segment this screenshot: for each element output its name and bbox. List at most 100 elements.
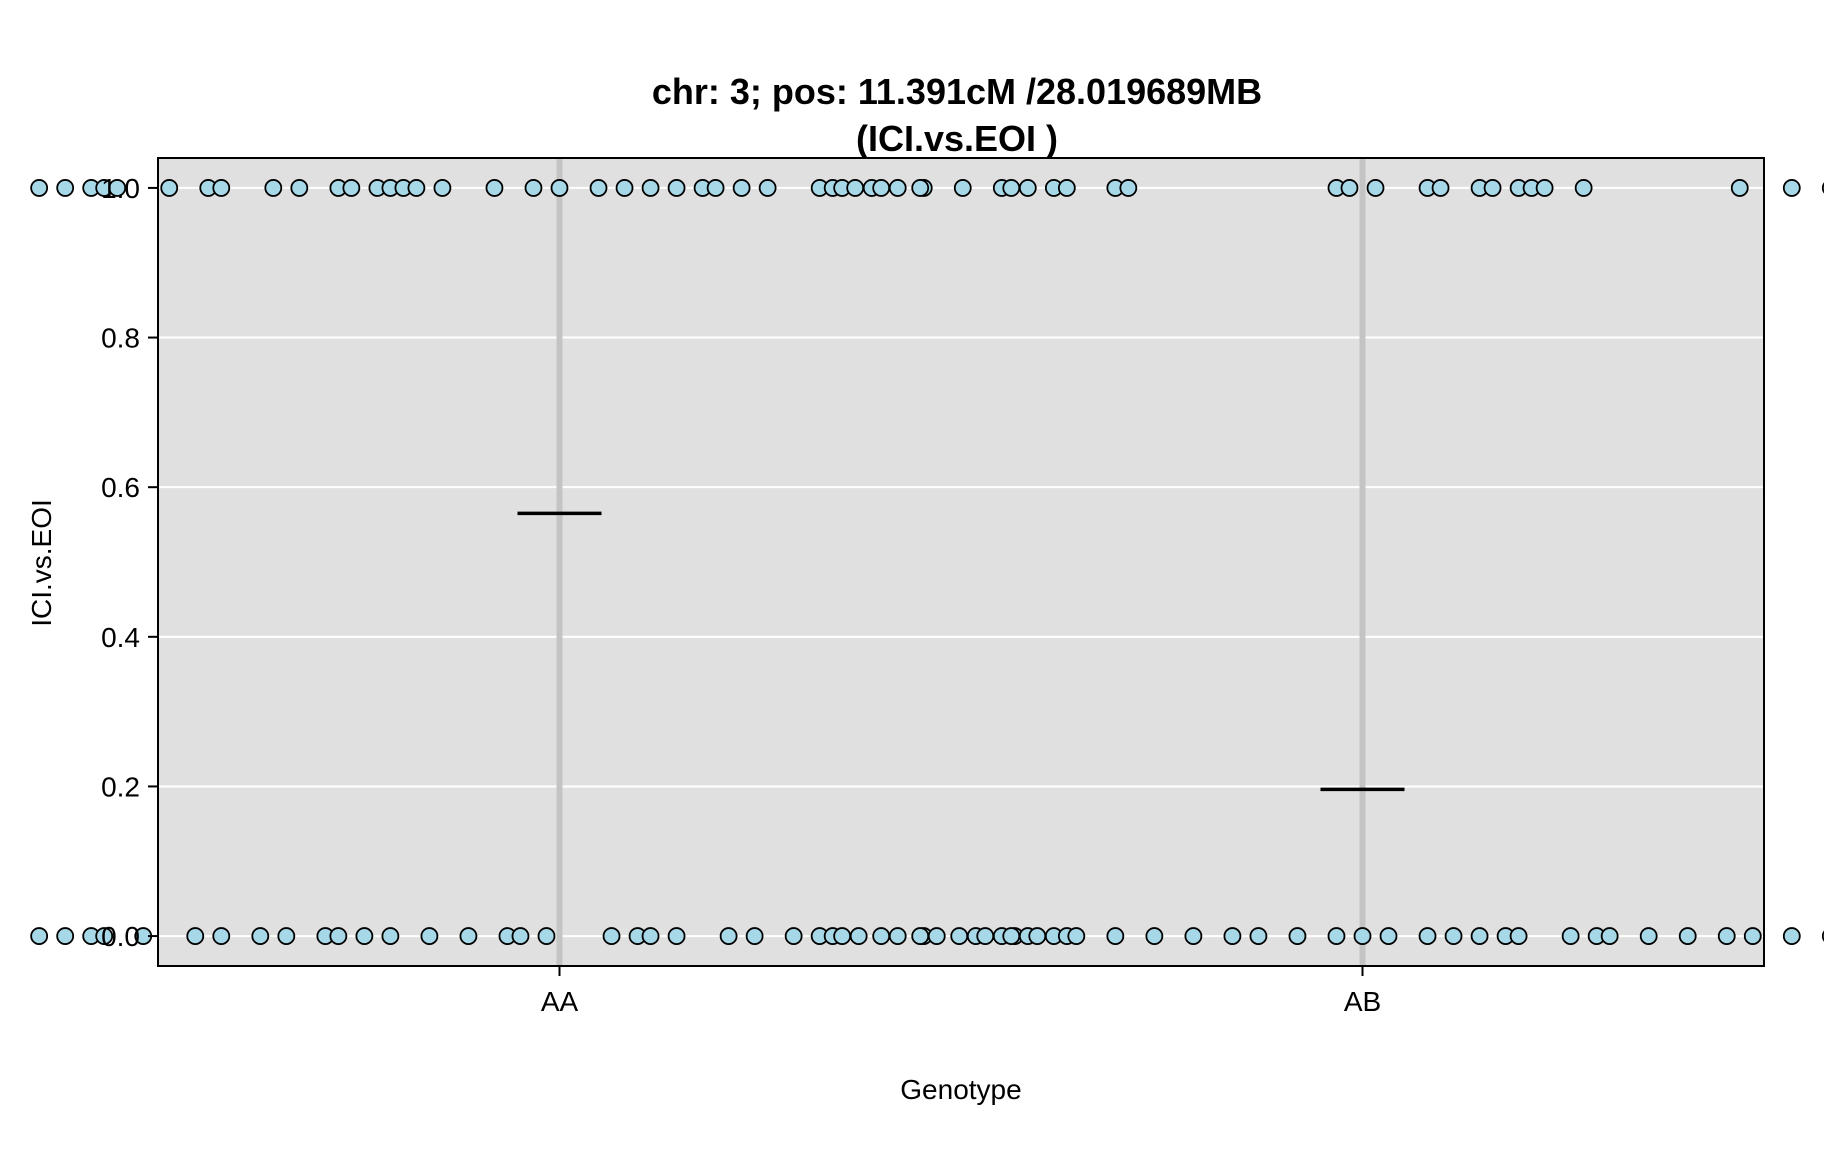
data-point xyxy=(251,927,270,945)
data-point xyxy=(615,179,634,197)
data-point xyxy=(1327,927,1346,945)
data-point xyxy=(1444,927,1463,945)
data-point xyxy=(706,179,725,197)
data-point xyxy=(342,179,361,197)
data-point xyxy=(833,927,852,945)
data-point xyxy=(602,927,621,945)
data-point xyxy=(550,179,569,197)
data-point xyxy=(1067,927,1086,945)
data-point xyxy=(1002,927,1021,945)
data-point xyxy=(1678,927,1697,945)
data-point xyxy=(1743,927,1762,945)
y-tick-label: 0.8 xyxy=(101,323,140,354)
data-point xyxy=(927,927,946,945)
data-point xyxy=(1431,179,1450,197)
data-point xyxy=(1145,927,1164,945)
x-axis: AA AB xyxy=(541,966,1381,1017)
category-lines xyxy=(556,158,1366,966)
plot-area xyxy=(158,158,1764,966)
data-point xyxy=(1574,179,1593,197)
data-point xyxy=(524,179,543,197)
data-point xyxy=(1184,927,1203,945)
data-point xyxy=(911,179,930,197)
data-point xyxy=(846,179,865,197)
data-point xyxy=(758,179,777,197)
data-point xyxy=(950,927,969,945)
y-tick-label: 0.2 xyxy=(101,771,140,802)
data-point xyxy=(108,179,127,197)
data-point xyxy=(1002,179,1021,197)
data-point xyxy=(95,927,114,945)
data-point xyxy=(485,179,504,197)
data-point xyxy=(30,179,49,197)
data-point xyxy=(264,179,283,197)
x-tick-label: AA xyxy=(541,986,579,1017)
data-point xyxy=(1119,179,1138,197)
data-point xyxy=(1483,179,1502,197)
data-point xyxy=(589,179,608,197)
y-tick-label: 1.0 xyxy=(101,173,140,204)
data-point xyxy=(381,927,400,945)
data-point xyxy=(537,927,556,945)
data-point xyxy=(1730,179,1749,197)
data-point xyxy=(212,927,231,945)
data-point xyxy=(407,179,426,197)
data-point xyxy=(1639,927,1658,945)
data-point xyxy=(277,927,296,945)
chart-title-line1: chr: 3; pos: 11.391cM /28.019689MB xyxy=(652,71,1262,112)
data-point xyxy=(976,927,995,945)
data-point xyxy=(784,927,803,945)
data-point xyxy=(1782,179,1801,197)
data-point xyxy=(667,179,686,197)
data-point xyxy=(1340,179,1359,197)
data-point xyxy=(420,927,439,945)
data-point xyxy=(433,179,452,197)
data-point xyxy=(1249,927,1268,945)
data-point xyxy=(1018,179,1037,197)
chart-title-line2: (ICI.vs.EOI ) xyxy=(856,118,1058,159)
data-point xyxy=(1470,927,1489,945)
data-point xyxy=(1379,927,1398,945)
data-point xyxy=(1561,927,1580,945)
data-point xyxy=(1418,927,1437,945)
plot-frame xyxy=(157,157,1765,967)
data-point xyxy=(1353,927,1372,945)
data-point xyxy=(888,179,907,197)
data-point xyxy=(1509,927,1528,945)
data-point xyxy=(30,927,49,945)
data-point xyxy=(849,927,868,945)
data-point xyxy=(1223,927,1242,945)
data-point xyxy=(56,927,75,945)
data-point xyxy=(719,927,738,945)
y-tick-label: 0.6 xyxy=(101,472,140,503)
data-point xyxy=(745,927,764,945)
data-point xyxy=(459,927,478,945)
data-point xyxy=(732,179,751,197)
data-point xyxy=(1106,927,1125,945)
data-point xyxy=(641,179,660,197)
data-point xyxy=(212,179,231,197)
y-tick-label: 0.4 xyxy=(101,622,140,653)
data-point xyxy=(1288,927,1307,945)
data-point xyxy=(953,179,972,197)
data-point xyxy=(667,927,686,945)
data-point xyxy=(355,927,374,945)
x-axis-label: Genotype xyxy=(900,1074,1021,1105)
data-point xyxy=(1057,179,1076,197)
data-point xyxy=(1028,927,1047,945)
data-point xyxy=(888,927,907,945)
data-point xyxy=(911,927,930,945)
x-tick-label: AB xyxy=(1344,986,1381,1017)
mean-markers xyxy=(517,511,1405,792)
data-point xyxy=(872,179,891,197)
data-point xyxy=(1600,927,1619,945)
y-axis: 0.0 0.2 0.4 0.6 0.8 1.0 xyxy=(101,173,158,952)
data-point xyxy=(160,179,179,197)
data-point xyxy=(290,179,309,197)
data-point xyxy=(329,927,348,945)
y-tick-label: 0.0 xyxy=(101,921,140,952)
data-point xyxy=(1782,927,1801,945)
y-axis-label: ICI.vs.EOI xyxy=(26,499,57,627)
data-point xyxy=(1535,179,1554,197)
